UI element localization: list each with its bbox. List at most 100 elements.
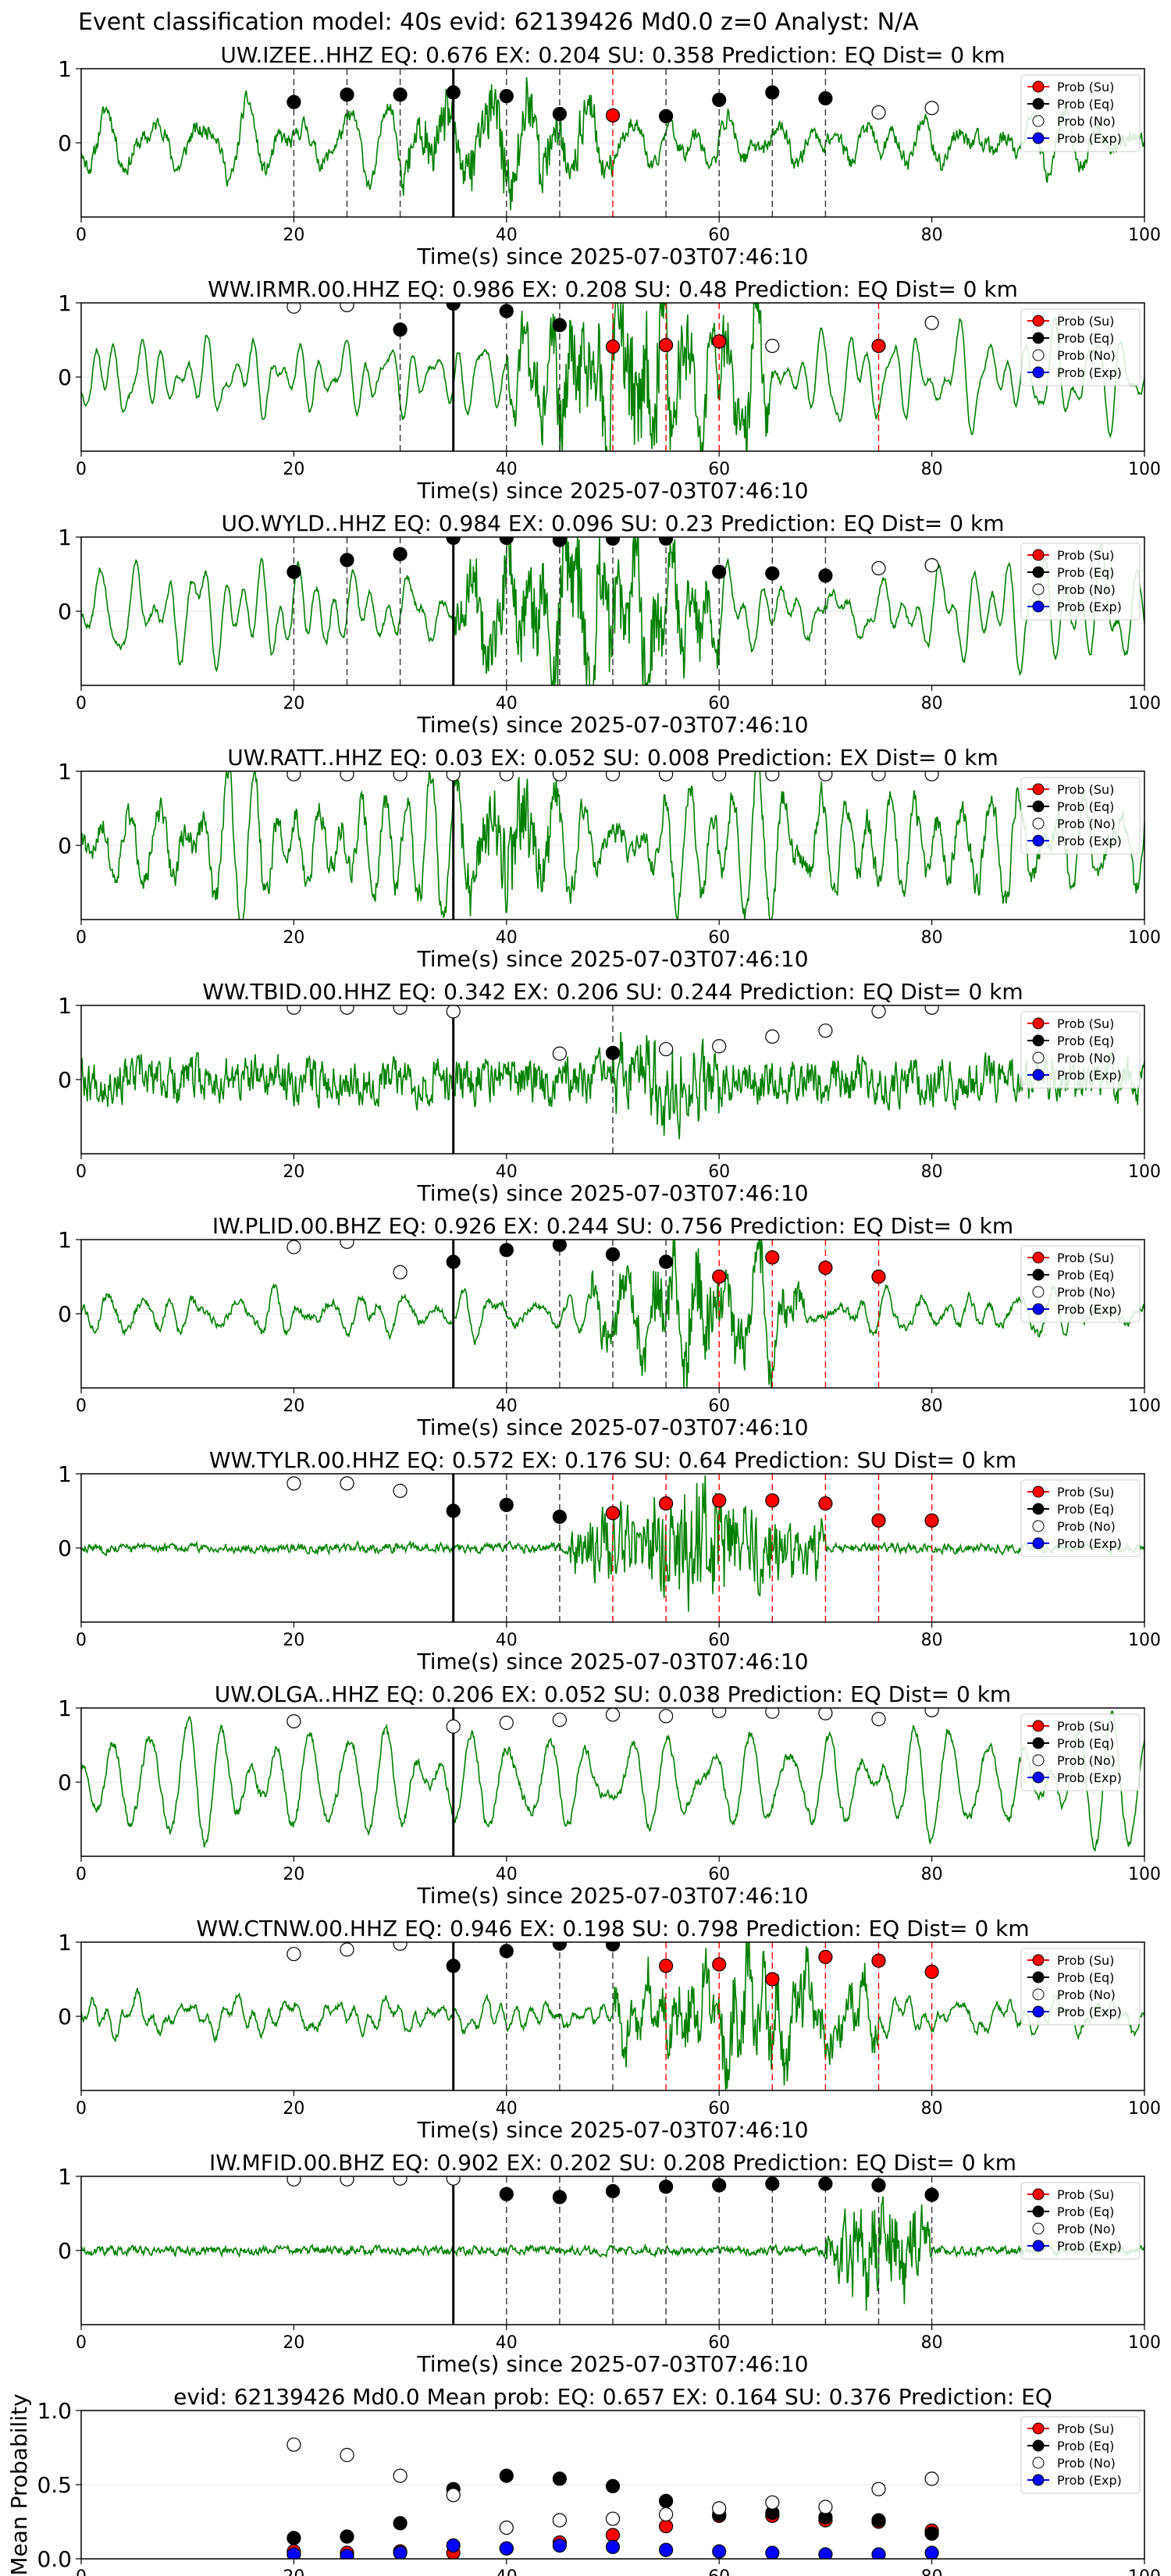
legend-label: Prob (No) — [1057, 582, 1116, 597]
legend-marker-su — [1032, 80, 1045, 93]
x-tick-label: 100 — [1128, 2099, 1161, 2119]
mean-prob-marker-no — [605, 2511, 621, 2526]
prob-marker-eq — [605, 537, 621, 546]
legend-marker-no — [1032, 1051, 1045, 1064]
x-axis-label: Time(s) since 2025-07-03T07:46:10 — [416, 1414, 808, 1440]
legend-box — [1020, 1011, 1141, 1089]
x-tick-label: 0 — [76, 2099, 87, 2119]
mean-prob-marker-exp — [393, 2546, 408, 2559]
legend-marker-no — [1032, 1520, 1045, 1532]
legend-marker-exp — [1032, 1069, 1045, 1081]
x-tick-label: 60 — [708, 1631, 730, 1650]
panel-title: WW.TBID.00.HHZ EQ: 0.342 EX: 0.206 SU: 0… — [202, 979, 1023, 1005]
legend-marker-exp — [1032, 132, 1045, 144]
prob-marker-eq — [818, 91, 833, 106]
prob-marker-su — [871, 1513, 886, 1528]
mean-prob-marker-exp — [924, 2546, 939, 2559]
mean-prob-marker-no — [765, 2495, 780, 2510]
x-axis-label: Time(s) since 2025-07-03T07:46:10 — [416, 1180, 808, 1206]
prob-marker-no — [924, 1708, 939, 1717]
legend-label: Prob (Eq) — [1057, 1502, 1114, 1517]
legend-label: Prob (Su) — [1057, 1719, 1114, 1734]
chart-panel-8: UW.OLGA..HHZ EQ: 0.206 EX: 0.052 SU: 0.0… — [58, 1681, 1161, 1909]
x-tick-label: 0 — [76, 2333, 87, 2353]
prob-marker-eq — [393, 546, 408, 561]
prob-marker-eq — [818, 568, 833, 583]
prob-marker-no — [818, 1708, 833, 1720]
y-tick-label: 1 — [58, 290, 72, 316]
x-tick-label: 60 — [708, 2567, 730, 2576]
prob-marker-eq — [287, 94, 301, 109]
x-axis-label: Time(s) since 2025-07-03T07:46:10 — [416, 712, 808, 738]
x-tick-label: 40 — [496, 928, 518, 948]
legend-label: Prob (Eq) — [1057, 2204, 1114, 2219]
legend-marker-exp — [1032, 2474, 1045, 2486]
prob-marker-eq — [605, 1247, 621, 1262]
x-tick-label: 80 — [921, 1397, 943, 1416]
legend-marker-eq — [1032, 1268, 1045, 1281]
legend-label: Prob (Exp) — [1057, 365, 1122, 380]
prob-marker-eq — [712, 92, 727, 108]
y-tick-label: 0 — [58, 1770, 72, 1795]
prob-marker-no — [446, 771, 461, 781]
legend-box — [1020, 1245, 1141, 1323]
y-tick-label: 1 — [58, 993, 72, 1019]
mean-prob-marker-no — [658, 2507, 674, 2522]
prob-marker-eq — [658, 2179, 674, 2194]
x-tick-label: 40 — [496, 2099, 518, 2119]
prob-marker-no — [287, 2176, 301, 2186]
prob-marker-no — [765, 1029, 780, 1044]
x-tick-label: 60 — [708, 1397, 730, 1416]
legend-label: Prob (Eq) — [1057, 97, 1114, 112]
legend-label: Prob (Exp) — [1057, 1302, 1122, 1317]
chart-panel-10: IW.MFID.00.BHZ EQ: 0.902 EX: 0.202 SU: 0… — [58, 2150, 1161, 2377]
prob-marker-eq — [446, 85, 461, 100]
x-tick-label: 80 — [921, 2567, 943, 2576]
prob-marker-no — [287, 1005, 301, 1015]
chart-panel-5: WW.TBID.00.HHZ EQ: 0.342 EX: 0.206 SU: 0… — [58, 979, 1161, 1206]
x-tick-label: 80 — [921, 1865, 943, 1884]
plot-layer — [81, 1240, 1144, 1388]
prob-marker-su — [605, 108, 621, 123]
legend-box — [1020, 1479, 1141, 1557]
panel-title: UO.WYLD..HHZ EQ: 0.984 EX: 0.096 SU: 0.2… — [221, 511, 1004, 536]
prob-marker-su — [818, 1260, 833, 1276]
legend-marker-eq — [1032, 1971, 1045, 1984]
x-tick-label: 80 — [921, 694, 943, 713]
x-tick-label: 0 — [76, 460, 87, 479]
legend-marker-su — [1032, 1017, 1045, 1030]
prob-marker-eq — [393, 322, 408, 337]
legend-label: Prob (Exp) — [1057, 1536, 1122, 1551]
x-tick-label: 0 — [76, 928, 87, 948]
x-tick-label: 80 — [921, 1631, 943, 1650]
prob-marker-no — [446, 1719, 461, 1734]
legend-label: Prob (Su) — [1057, 1251, 1114, 1265]
mean-prob-marker-no — [287, 2437, 301, 2452]
x-tick-label: 100 — [1128, 2567, 1161, 2576]
y-tick-label: 0.5 — [37, 2472, 72, 2498]
legend-label: Prob (Su) — [1057, 548, 1114, 563]
prob-marker-su — [765, 1972, 780, 1987]
legend-box — [1020, 543, 1141, 621]
legend-label: Prob (No) — [1057, 1519, 1116, 1534]
prob-marker-eq — [712, 564, 727, 579]
prob-marker-eq — [552, 1509, 568, 1525]
plot-layer — [287, 2437, 939, 2559]
legend-marker-su — [1032, 2422, 1045, 2435]
x-axis-label: Time(s) since 2025-07-03T07:46:10 — [416, 1883, 808, 1909]
prob-marker-no — [446, 2176, 461, 2186]
x-tick-label: 20 — [283, 1162, 304, 1182]
prob-marker-eq — [499, 89, 514, 104]
chart-panel-11: evid: 62139426 Md0.0 Mean prob: EQ: 0.65… — [6, 2384, 1161, 2576]
legend-marker-eq — [1032, 1503, 1045, 1515]
x-tick-label: 20 — [283, 2099, 304, 2119]
prob-marker-no — [287, 303, 301, 314]
legend-marker-su — [1032, 1954, 1045, 1966]
prob-marker-eq — [393, 87, 408, 102]
x-tick-label: 80 — [921, 1162, 943, 1182]
legend-label: Prob (Eq) — [1057, 2439, 1114, 2453]
plot-layer — [81, 1942, 1144, 2090]
y-tick-label: 1 — [58, 525, 72, 550]
plot-layer — [81, 1005, 1144, 1154]
legend-marker-exp — [1032, 1303, 1045, 1315]
